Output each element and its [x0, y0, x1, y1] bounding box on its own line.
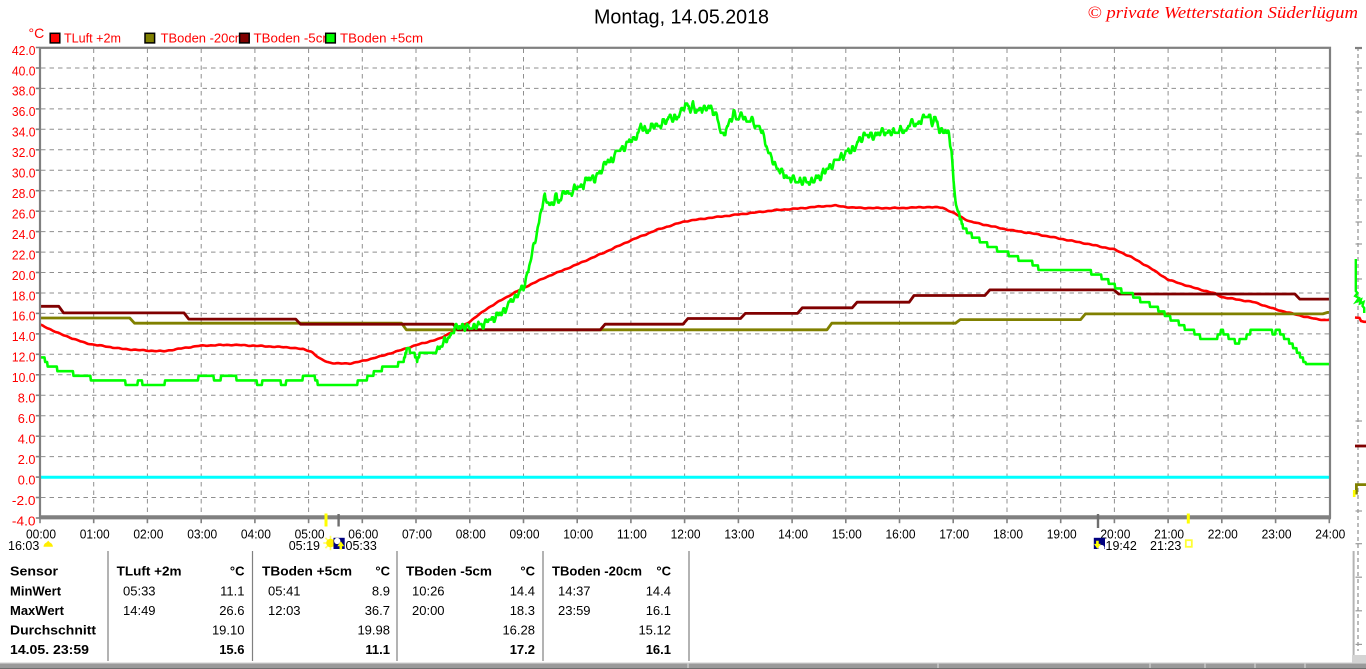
svg-text:18:00: 18:00 — [993, 528, 1023, 542]
svg-text:21:23: 21:23 — [1150, 539, 1181, 553]
svg-text:38.0: 38.0 — [12, 84, 36, 99]
svg-text:14.0: 14.0 — [12, 329, 36, 344]
svg-text:TLuft +2m: TLuft +2m — [64, 30, 121, 45]
svg-text:14:49: 14:49 — [123, 603, 156, 618]
svg-text:14.05. 23:59: 14.05. 23:59 — [10, 642, 89, 657]
svg-text:°C: °C — [520, 563, 535, 578]
svg-text:TBoden +5cm: TBoden +5cm — [262, 563, 352, 578]
svg-text:20:00: 20:00 — [412, 603, 445, 618]
svg-text:32.0: 32.0 — [12, 145, 36, 160]
svg-text:12.0: 12.0 — [12, 350, 36, 365]
svg-text:15.6: 15.6 — [219, 642, 244, 657]
svg-text:05:19: 05:19 — [289, 539, 320, 553]
svg-text:34.0: 34.0 — [12, 125, 36, 140]
svg-text:19.10: 19.10 — [212, 622, 245, 637]
svg-text:11.1: 11.1 — [365, 642, 390, 657]
svg-text:42.0: 42.0 — [12, 43, 36, 58]
svg-text:18.3: 18.3 — [510, 603, 535, 618]
svg-text:12:03: 12:03 — [268, 603, 301, 618]
svg-text:4.0: 4.0 — [18, 432, 36, 447]
svg-text:22.0: 22.0 — [12, 247, 36, 262]
svg-text:Montag, 14.05.2018: Montag, 14.05.2018 — [594, 7, 769, 29]
svg-text:MinWert: MinWert — [10, 583, 62, 598]
svg-text:6.0: 6.0 — [18, 411, 36, 426]
svg-text:28.0: 28.0 — [12, 186, 36, 201]
svg-text:11.1: 11.1 — [220, 583, 244, 598]
svg-text:19:42: 19:42 — [1106, 539, 1137, 553]
svg-text:09:00: 09:00 — [510, 528, 540, 542]
svg-text:05:41: 05:41 — [268, 583, 301, 598]
svg-text:05:33: 05:33 — [346, 539, 377, 553]
svg-text:8.9: 8.9 — [372, 583, 390, 598]
svg-text:15.12: 15.12 — [638, 622, 671, 637]
svg-text:16:00: 16:00 — [886, 528, 916, 542]
svg-text:24:00: 24:00 — [1315, 528, 1345, 542]
svg-text:15:00: 15:00 — [832, 528, 862, 542]
svg-text:17.2: 17.2 — [510, 642, 535, 657]
svg-text:-2.0: -2.0 — [12, 493, 36, 508]
svg-text:8.0: 8.0 — [18, 391, 36, 406]
svg-text:°C: °C — [656, 563, 671, 578]
svg-text:24.0: 24.0 — [12, 227, 36, 242]
svg-text:11:00: 11:00 — [617, 528, 647, 542]
svg-text:12:00: 12:00 — [671, 528, 701, 542]
svg-text:21:00: 21:00 — [1154, 528, 1184, 542]
svg-text:Durchschnitt: Durchschnitt — [10, 622, 97, 637]
svg-text:40.0: 40.0 — [12, 63, 36, 78]
svg-text:20:00: 20:00 — [1100, 528, 1130, 542]
svg-text:TLuft +2m: TLuft +2m — [117, 563, 182, 578]
svg-text:26.6: 26.6 — [219, 603, 244, 618]
svg-text:03:00: 03:00 — [187, 528, 217, 542]
svg-text:30.0: 30.0 — [12, 166, 36, 181]
svg-text:07:00: 07:00 — [402, 528, 432, 542]
svg-text:2.0: 2.0 — [18, 452, 36, 467]
svg-text:36.7: 36.7 — [365, 603, 390, 618]
svg-text:16.28: 16.28 — [502, 622, 535, 637]
svg-text:10:26: 10:26 — [412, 583, 445, 598]
svg-text:18.0: 18.0 — [12, 288, 36, 303]
svg-text:°C: °C — [29, 25, 45, 41]
svg-text:19:00: 19:00 — [1047, 528, 1077, 542]
svg-text:Sensor: Sensor — [10, 563, 58, 578]
svg-text:04:00: 04:00 — [241, 528, 271, 542]
svg-text:TBoden -5cm: TBoden -5cm — [254, 30, 334, 45]
svg-text:05:00: 05:00 — [295, 528, 325, 542]
svg-text:14:00: 14:00 — [778, 528, 808, 542]
svg-text:°C: °C — [375, 563, 390, 578]
svg-text:06:00: 06:00 — [348, 528, 378, 542]
svg-text:MaxWert: MaxWert — [10, 603, 65, 618]
svg-text:TBoden -5cm: TBoden -5cm — [406, 563, 492, 578]
svg-text:05:33: 05:33 — [123, 583, 156, 598]
svg-text:TBoden -20cm: TBoden -20cm — [161, 30, 246, 45]
svg-text:© private Wetterstation Süderl: © private Wetterstation Süderlügum — [1088, 3, 1359, 22]
svg-text:00:00: 00:00 — [26, 528, 56, 542]
svg-text:22:00: 22:00 — [1208, 528, 1238, 542]
svg-text:01:00: 01:00 — [80, 528, 110, 542]
svg-text:08:00: 08:00 — [456, 528, 486, 542]
svg-text:13:00: 13:00 — [724, 528, 754, 542]
svg-text:10:00: 10:00 — [563, 528, 593, 542]
svg-text:14:37: 14:37 — [558, 583, 591, 598]
svg-text:14.4: 14.4 — [646, 583, 671, 598]
svg-text:23:00: 23:00 — [1262, 528, 1292, 542]
svg-text:°C: °C — [230, 563, 245, 578]
svg-text:TBoden +5cm: TBoden +5cm — [340, 30, 423, 45]
svg-text:TBoden -20cm: TBoden -20cm — [552, 563, 642, 578]
svg-text:14.4: 14.4 — [510, 583, 535, 598]
svg-text:19.98: 19.98 — [357, 622, 390, 637]
svg-text:17:00: 17:00 — [939, 528, 969, 542]
svg-text:16:03: 16:03 — [8, 539, 39, 553]
svg-text:02:00: 02:00 — [133, 528, 163, 542]
svg-text:26.0: 26.0 — [12, 207, 36, 222]
svg-text:20.0: 20.0 — [12, 268, 36, 283]
svg-text:23:59: 23:59 — [558, 603, 591, 618]
svg-text:0.0: 0.0 — [18, 472, 36, 487]
svg-text:36.0: 36.0 — [12, 104, 36, 119]
svg-text:16.1: 16.1 — [646, 603, 671, 618]
svg-text:16.0: 16.0 — [12, 309, 36, 324]
svg-text:16.1: 16.1 — [646, 642, 671, 657]
svg-text:10.0: 10.0 — [12, 370, 36, 385]
svg-text:-4.0: -4.0 — [12, 513, 36, 528]
